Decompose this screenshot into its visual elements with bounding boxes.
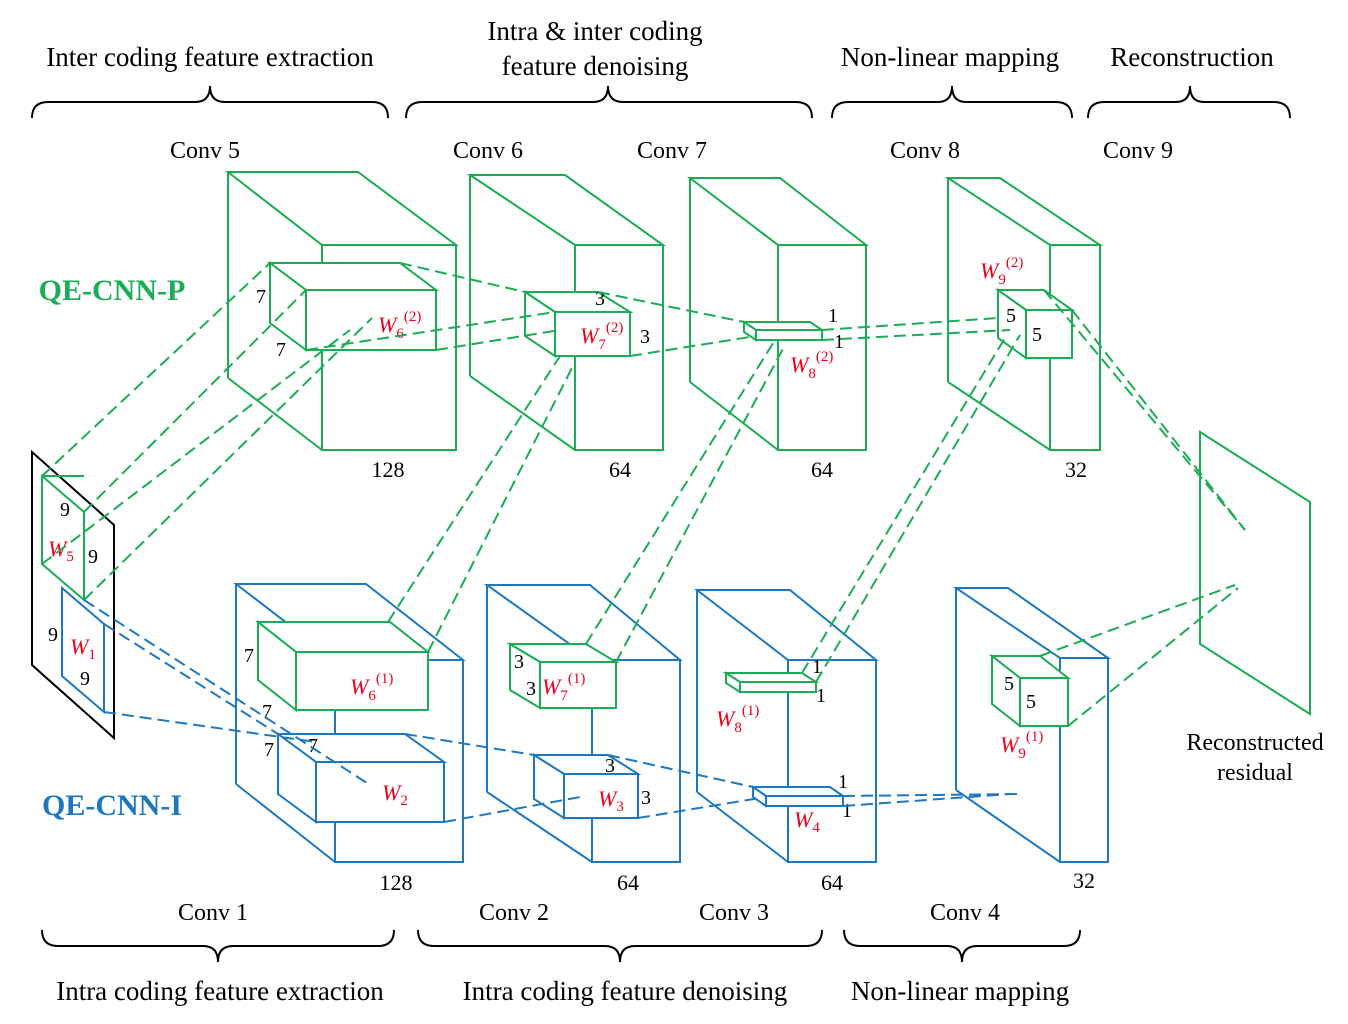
channels-conv5: 128: [372, 457, 405, 482]
weight-w7-2: W7(2): [580, 320, 623, 353]
kernel-box-w8-1: [722, 671, 820, 694]
kernel-box-w9-2: [994, 288, 1076, 360]
kernel-size-conv6-d: 3: [595, 288, 605, 310]
kernel-size-conv3-green-w: 1: [816, 685, 826, 707]
heading-denoising-line2: feature denoising: [502, 51, 689, 81]
output-label-line1: Reconstructed: [1186, 730, 1323, 756]
kernel-box-w6-2: [267, 261, 439, 352]
kernel-size-conv2-blue-w: 3: [641, 787, 651, 809]
kernel-box-w6-1: [255, 619, 431, 713]
kernel-size-conv1-blue-w: 7: [308, 735, 318, 757]
brace-bottom-3: [843, 929, 1081, 963]
cube-conv6: [466, 174, 667, 451]
kernel-size-conv8-w: 5: [1032, 324, 1042, 346]
kernel-size-conv1-green-h: 7: [244, 645, 254, 667]
kernel-size-conv3-blue-w: 1: [842, 800, 852, 822]
heading-intra-denoising: Intra coding feature denoising: [463, 976, 788, 1006]
kernel-size-conv1-green-w: 7: [262, 701, 272, 723]
kernel-box-w8-2: [740, 320, 826, 342]
kernel-box-w4: [749, 785, 847, 808]
heading-nonlinear-top: Non-linear mapping: [841, 42, 1059, 72]
network-label-i: QE-CNN-I: [42, 789, 182, 822]
channels-conv2: 64: [617, 870, 639, 895]
weight-w2: W2: [382, 780, 408, 809]
weight-w9-2: W9(2): [980, 255, 1023, 288]
kernel-size-conv1-blue-h: 7: [264, 739, 274, 761]
weight-w8-1: W8(1): [716, 703, 759, 736]
heading-inter-extraction: Inter coding feature extraction: [46, 42, 374, 72]
kernel-size-w1-w: 9: [80, 668, 90, 690]
heading-denoising-line1: Intra & inter coding: [487, 16, 702, 46]
brace-top-2: [405, 85, 813, 119]
kernel-size-conv7-d: 1: [828, 305, 838, 327]
connections-blue: [83, 599, 1021, 823]
kernel-size-w5-h: 9: [60, 499, 70, 521]
kernel-size-w5-w: 9: [88, 546, 98, 568]
channels-conv1: 128: [380, 870, 413, 895]
conv-label-6: Conv 6: [453, 138, 523, 164]
weight-w9-1: W9(1): [1000, 729, 1043, 762]
kernel-size-conv4-w: 5: [1026, 691, 1036, 713]
weight-w8-2: W8(2): [790, 349, 833, 382]
output-label-line2: residual: [1217, 760, 1293, 786]
cube-conv3: [694, 589, 879, 863]
kernel-box-w3: [530, 753, 642, 820]
conv-label-3: Conv 3: [699, 900, 769, 926]
weight-w5: W5: [48, 536, 74, 565]
heading-reconstruction: Reconstruction: [1110, 42, 1274, 72]
weight-w7-1: W7(1): [542, 671, 585, 704]
output-plane: [1199, 430, 1311, 716]
kernel-size-conv3-green-d: 1: [812, 656, 822, 678]
kernel-box-w7-2: [521, 290, 634, 358]
kernel-size-conv4-h: 5: [1004, 673, 1014, 695]
conv-label-7: Conv 7: [637, 138, 707, 164]
kernel-box-w2: [274, 732, 448, 824]
kernel-size-conv7-w: 1: [834, 331, 844, 353]
kernel-size-conv5-w: 7: [276, 339, 286, 361]
weight-w6-2: W6(2): [378, 309, 421, 342]
kernel-size-conv2-blue-d: 3: [605, 755, 615, 777]
weight-w6-1: W6(1): [350, 671, 393, 704]
cube-conv4: [952, 587, 1112, 863]
brace-bottom-1: [41, 929, 395, 963]
kernel-size-conv2-green-d: 3: [514, 651, 524, 673]
kernel-box-w7-1: [506, 642, 620, 710]
kernel-size-conv3-blue-d: 1: [838, 771, 848, 793]
channels-conv4: 32: [1073, 868, 1095, 893]
conv-label-4: Conv 4: [930, 900, 1000, 926]
kernel-size-w1-h: 9: [48, 624, 58, 646]
weight-w4: W4: [794, 807, 820, 836]
weight-w1: W1: [70, 634, 96, 663]
brace-top-4: [1087, 85, 1291, 119]
network-label-p: QE-CNN-P: [39, 274, 186, 307]
channels-conv6: 64: [609, 457, 631, 482]
conv-label-8: Conv 8: [890, 138, 960, 164]
kernel-size-conv2-green-w: 3: [526, 678, 536, 700]
kernel-size-conv6-w: 3: [640, 326, 650, 348]
brace-top-1: [31, 85, 389, 119]
cube-conv2: [483, 584, 683, 863]
conv-label-5: Conv 5: [170, 138, 240, 164]
weight-w3: W3: [598, 786, 624, 815]
kernel-box-w9-1: [989, 653, 1071, 729]
conv-label-2: Conv 2: [479, 900, 549, 926]
kernel-size-conv8-h: 5: [1006, 305, 1016, 327]
channels-conv8: 32: [1065, 457, 1087, 482]
cube-conv7: [687, 177, 869, 451]
conv-label-9: Conv 9: [1103, 138, 1173, 164]
conv-label-1: Conv 1: [178, 900, 248, 926]
channels-conv3: 64: [821, 870, 843, 895]
brace-top-3: [831, 85, 1073, 119]
kernel-size-conv5-h: 7: [256, 286, 266, 308]
heading-nonlinear-bottom: Non-linear mapping: [851, 976, 1069, 1006]
channels-conv7: 64: [811, 457, 833, 482]
input-frame: [31, 449, 115, 741]
heading-intra-extraction: Intra coding feature extraction: [56, 976, 384, 1006]
connections-green: [41, 262, 1246, 727]
brace-bottom-2: [417, 929, 823, 963]
